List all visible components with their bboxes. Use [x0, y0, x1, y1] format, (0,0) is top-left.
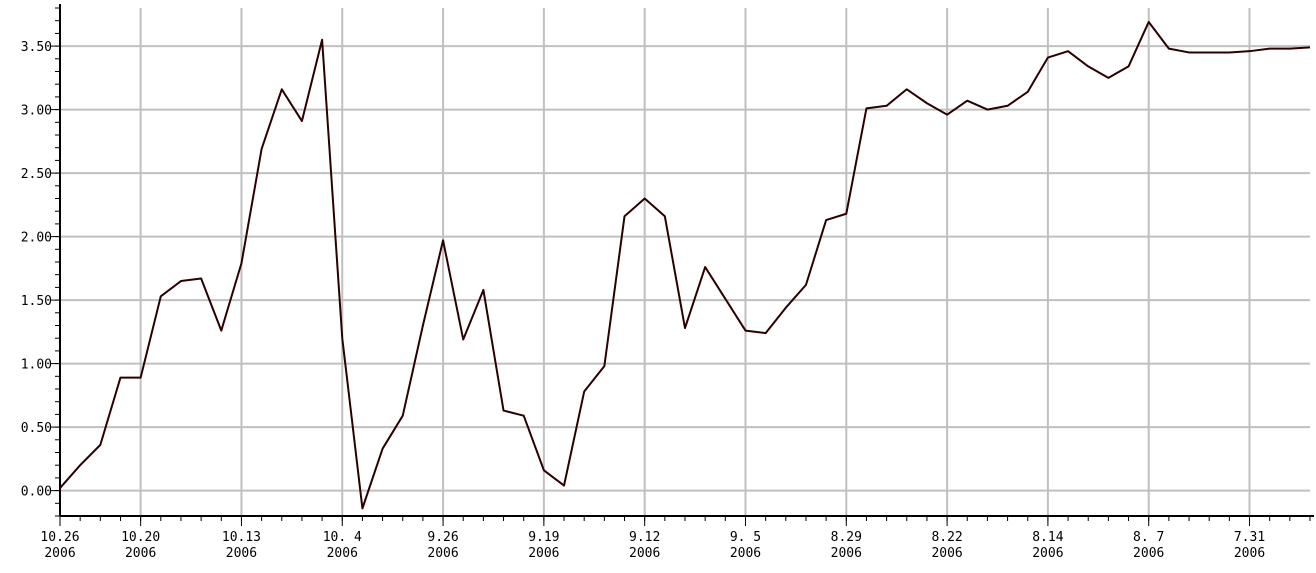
x-tick-label-date: 10.26 [40, 530, 79, 545]
y-tick-label: 3.00 [21, 104, 52, 119]
tick-labels: 0.000.501.001.502.002.503.003.5010.26200… [21, 40, 1265, 561]
y-tick-label: 0.50 [21, 421, 52, 436]
x-tick-label-date: 10.20 [121, 530, 160, 545]
x-tick-label-year: 2006 [327, 546, 358, 561]
x-tick-label-year: 2006 [629, 546, 660, 561]
x-tick-label-date: 8.14 [1032, 530, 1063, 545]
y-tick-label: 1.00 [21, 358, 52, 373]
series [59, 20, 1311, 510]
y-tick-label: 0.00 [21, 485, 52, 500]
x-tick-label-year: 2006 [226, 546, 257, 561]
x-tick-label-year: 2006 [427, 546, 458, 561]
x-tick-label-year: 2006 [1234, 546, 1265, 561]
x-tick-label-year: 2006 [931, 546, 962, 561]
x-tick-label-date: 8.22 [931, 530, 962, 545]
x-tick-label-year: 2006 [44, 546, 75, 561]
x-tick-label-date: 10. 4 [323, 530, 362, 545]
grid-lines [59, 8, 1310, 516]
x-tick-label-date: 8. 7 [1133, 530, 1164, 545]
x-tick-label-date: 9.19 [528, 530, 559, 545]
x-tick-label-date: 10.13 [222, 530, 261, 545]
x-tick-label-year: 2006 [125, 546, 156, 561]
y-tick-label: 2.00 [21, 231, 52, 246]
axes [59, 4, 1314, 517]
y-tick-label: 2.50 [21, 167, 52, 182]
x-tick-label-date: 9.12 [629, 530, 660, 545]
x-tick-label-year: 2006 [1032, 546, 1063, 561]
x-tick-label-date: 8.29 [831, 530, 862, 545]
tick-marks [51, 7, 1311, 526]
series-line [59, 20, 1311, 510]
x-tick-label-year: 2006 [730, 546, 761, 561]
x-tick-label-year: 2006 [528, 546, 559, 561]
x-tick-label-year: 2006 [831, 546, 862, 561]
y-tick-label: 1.50 [21, 294, 52, 309]
x-tick-label-date: 7.31 [1234, 530, 1265, 545]
x-tick-label-year: 2006 [1133, 546, 1164, 561]
x-tick-label-date: 9. 5 [730, 530, 761, 545]
y-tick-label: 3.50 [21, 40, 52, 55]
x-tick-label-date: 9.26 [427, 530, 458, 545]
